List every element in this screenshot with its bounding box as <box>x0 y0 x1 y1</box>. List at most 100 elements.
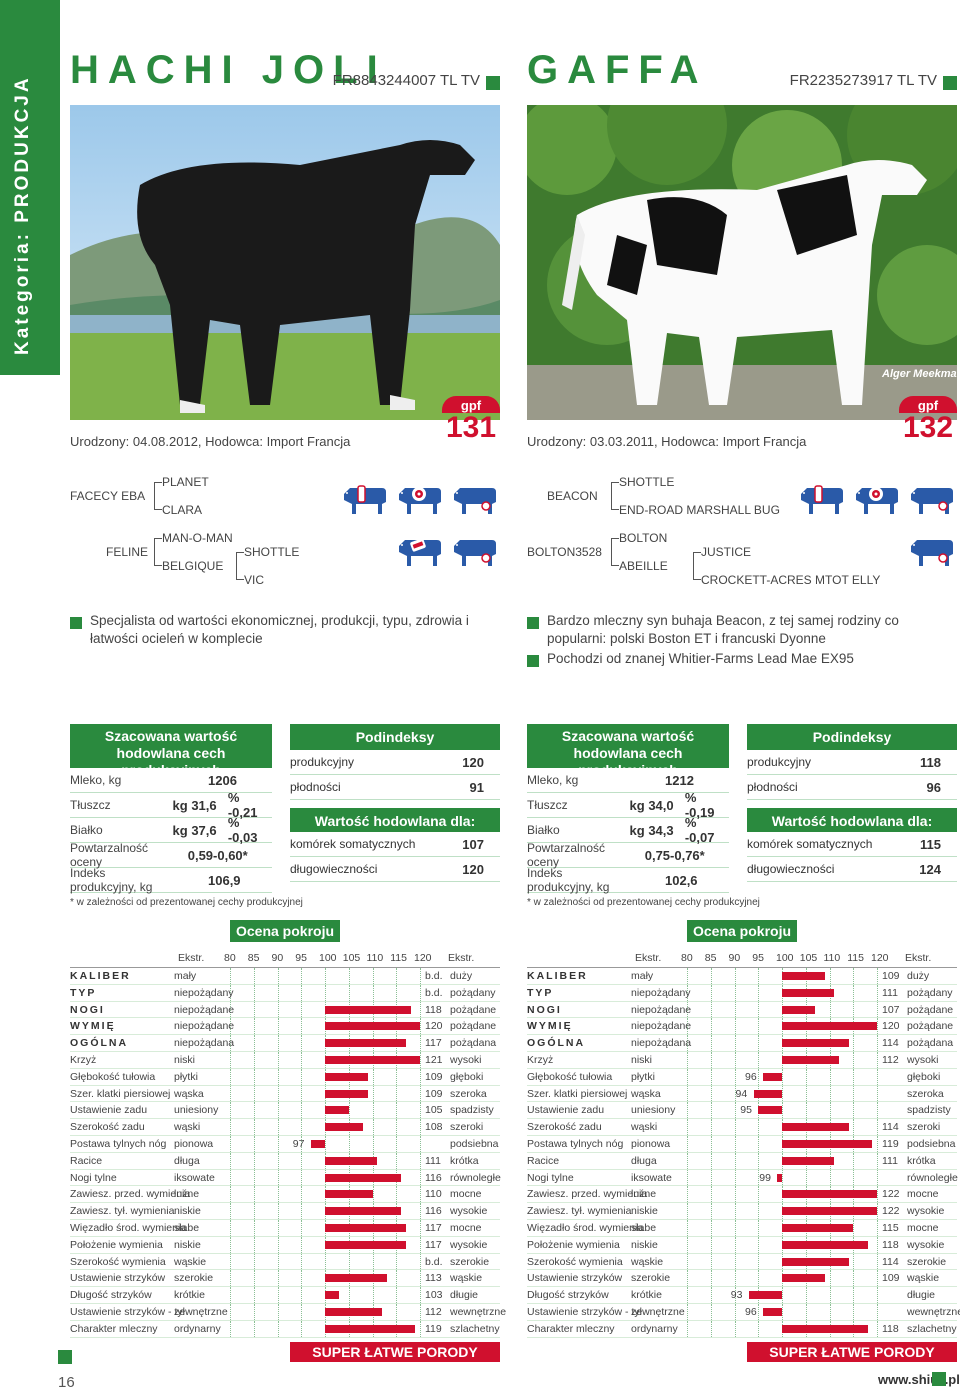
linear-trait-row: Ustawienie zadu uniesiony 95 spadzisty <box>527 1102 957 1120</box>
linear-trait-row: Ustawienie strzyków - tył zewnętrzne 112 we… <box>70 1303 506 1321</box>
grid-line <box>301 1135 303 1152</box>
grid-line <box>420 1102 421 1119</box>
grid-line <box>758 1135 760 1152</box>
trait-right-extreme: mocne <box>907 1188 939 1201</box>
bull-column-gaffa: GAFFA FR2235273917 TL TV Alger Meekma Urodz… <box>527 0 960 1394</box>
trait-name: Głębokość tułowia <box>70 1070 156 1083</box>
subindex-value: 120 <box>462 754 484 770</box>
grid-line <box>710 1303 712 1320</box>
trait-right-extreme: krótka <box>450 1154 479 1167</box>
grid-line <box>853 1001 855 1018</box>
trait-value: b.d. <box>425 986 443 999</box>
grid-line <box>372 968 374 984</box>
grid-line <box>301 1270 303 1287</box>
grid-line <box>829 1001 831 1018</box>
trait-left-extreme: krótkie <box>174 1289 205 1302</box>
trait-name: Zawiesz. przed. wymienia <box>527 1188 648 1201</box>
production-row: Białko kg 37,6 % -0,03 <box>70 815 272 845</box>
grid-line <box>758 1051 760 1068</box>
grid-line <box>687 1119 688 1135</box>
grid-line <box>301 1287 303 1303</box>
trait-name: Więzadło środ. wymienia <box>527 1221 644 1234</box>
grid-line <box>230 1001 231 1018</box>
grid-line <box>301 1219 303 1236</box>
grid-line <box>710 1287 712 1303</box>
scale-header: Ekstr. 80 85 90 95 100 105 110 115 120 Ekstr. <box>527 948 957 968</box>
pedigree: BEACON SHOTTLE END-ROAD MARSHALL BUG BOLTON… <box>527 472 957 592</box>
trait-right-extreme: pożądany <box>450 986 496 999</box>
trait-bar <box>325 1240 406 1249</box>
grid-line <box>230 1236 231 1253</box>
linear-trait-row: Położenie wymienia niskie 117 wysokie <box>70 1236 500 1254</box>
grid-line <box>277 1102 279 1119</box>
grid-line <box>877 1119 878 1135</box>
breeding-value-row: długowieczności 120 <box>290 857 500 882</box>
grid-line <box>877 1169 878 1186</box>
trait-left-extreme: niepożądane <box>631 1003 692 1016</box>
trait-value: b.d. <box>425 970 443 982</box>
linear-trait-row: OGÓLNA niepożądana 117 pożądana <box>70 1035 500 1052</box>
trait-right-extreme: wysoki <box>450 1053 482 1066</box>
trait-name: TYP <box>70 986 97 999</box>
grid-line <box>301 1068 303 1085</box>
scale-tick: 115 <box>390 952 407 964</box>
trait-name: Więzadło środ. wymienia <box>70 1221 187 1234</box>
grid-line <box>230 1119 231 1135</box>
birth-info: Urodzony: 04.08.2012, Hodowca: Import Fr… <box>70 434 351 449</box>
trait-left-extreme: zewnętrzne <box>631 1305 685 1318</box>
breeding-value-key: długowieczności <box>290 862 378 876</box>
trait-bar <box>325 1106 349 1115</box>
production-key: Mleko, kg <box>70 773 122 787</box>
grid-line <box>253 1320 255 1337</box>
grid-line <box>277 1001 279 1018</box>
grid-line <box>230 984 231 1001</box>
grid-line <box>396 1303 398 1320</box>
linear-trait-row: Ustawienie strzyków szerokie 109 wąskie <box>527 1270 957 1288</box>
grid-line <box>253 1068 255 1085</box>
grid-line <box>301 968 303 984</box>
trait-name: Charakter mleczny <box>527 1322 615 1335</box>
trait-right-extreme: długie <box>450 1289 479 1302</box>
grid-line <box>325 968 326 984</box>
linear-trait-row: Głębokość tułowia płytki 96 głęboki <box>527 1068 957 1086</box>
trait-right-extreme: duży <box>450 970 473 982</box>
gpf-badge: gpf 131 <box>442 396 500 443</box>
trait-right-extreme: szlachetny <box>907 1322 957 1335</box>
grid-line <box>853 1169 855 1186</box>
linear-trait-row: Ustawienie strzyków szerokie 113 wąskie <box>70 1270 500 1288</box>
easy-calving-badge: SUPER ŁATWE PORODY <box>290 1342 500 1362</box>
grid-line <box>396 1253 398 1270</box>
grid-line <box>277 1085 279 1102</box>
trait-left-extreme: iksowate <box>631 1171 672 1184</box>
grid-line <box>396 1186 398 1203</box>
trait-right-extreme: wysokie <box>907 1238 945 1251</box>
grid-line <box>372 1287 374 1303</box>
website-link[interactable]: www.shiuz.pl <box>878 1372 960 1387</box>
grid-line <box>348 1287 350 1303</box>
trait-value: 96 <box>745 1305 757 1318</box>
production-row: Indeks produkcyjny, kg 106,9 <box>70 866 272 894</box>
grid-line <box>230 968 231 984</box>
production-key: Mleko, kg <box>527 773 579 787</box>
trait-left-extreme: płytki <box>631 1070 655 1083</box>
trait-name: Szer. klatki piersiowej <box>70 1087 171 1100</box>
trait-name: Szerokość wymienia <box>70 1255 166 1268</box>
trait-left-extreme: wąski <box>631 1121 658 1134</box>
linear-trait-row: Charakter mleczny ordynarny 119 szlachetny <box>70 1320 500 1338</box>
grid-line <box>301 1169 303 1186</box>
grid-line <box>230 1018 231 1035</box>
breeding-value-value: 107 <box>462 836 484 852</box>
grid-line <box>301 1186 303 1203</box>
grid-line <box>734 1102 736 1119</box>
trait-bar <box>325 1123 363 1132</box>
grid-line <box>734 1152 736 1169</box>
grid-line <box>734 1287 736 1303</box>
grid-line <box>420 984 421 1001</box>
grid-line <box>420 1219 421 1236</box>
trait-name: Zawiesz. tył. wymienia <box>527 1205 632 1218</box>
trait-name: Ustawienie strzyków - tył <box>70 1305 185 1318</box>
grid-line <box>253 1152 255 1169</box>
trait-name: WYMIĘ <box>70 1020 116 1033</box>
trait-bar <box>325 1089 368 1098</box>
grid-line <box>687 1270 688 1287</box>
